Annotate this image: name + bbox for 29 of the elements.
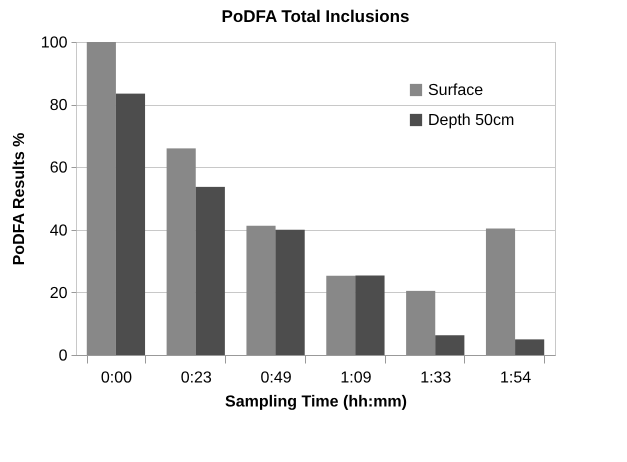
bar (406, 290, 436, 355)
y-tick-label: 100 (40, 34, 68, 52)
bar (355, 276, 385, 355)
bar (246, 226, 276, 355)
x-axis-title: Sampling Time (hh:mm) (225, 394, 407, 410)
y-tick-label: 0 (58, 348, 68, 364)
y-axis-title: PoDFA Results % (10, 132, 28, 266)
x-tick-label: 1:54 (500, 370, 532, 386)
bar (515, 339, 544, 355)
bar (486, 228, 516, 355)
bar (435, 335, 464, 355)
legend-label: Depth 50cm (428, 112, 514, 129)
bar (86, 42, 116, 355)
y-tick-label: 40 (50, 222, 68, 240)
x-tick-label: 0:00 (100, 370, 132, 386)
bar (276, 230, 305, 355)
y-tick-label: 20 (50, 284, 68, 302)
y-tick-label: 80 (50, 97, 68, 114)
x-tick-label: 0:23 (180, 370, 212, 386)
legend-label: Surface (428, 82, 484, 99)
bar (196, 186, 225, 355)
y-tick-label: 60 (50, 160, 68, 177)
x-tick-label: 1:33 (420, 370, 452, 386)
bar (326, 276, 356, 355)
chart-title: PoDFA Total Inclusions (222, 7, 410, 26)
bar (116, 94, 146, 355)
x-tick-label: 1:09 (340, 370, 372, 386)
bar (166, 148, 196, 355)
x-tick-label: 0:49 (260, 370, 292, 386)
